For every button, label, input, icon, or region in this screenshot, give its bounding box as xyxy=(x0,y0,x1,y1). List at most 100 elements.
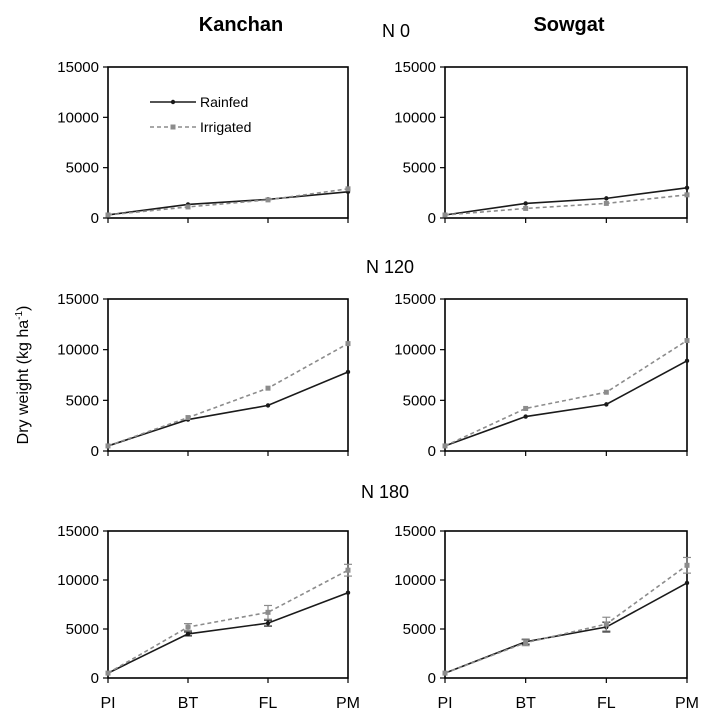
x-tick-label: FL xyxy=(259,695,278,712)
panel-5: 0 5000 10000 15000 PI BT FL PM xyxy=(394,523,699,712)
data-point-irrigated xyxy=(603,621,609,627)
plot-frame xyxy=(444,298,688,452)
panel-3: 0 5000 10000 15000 xyxy=(394,291,690,460)
y-axis-label: Dry weight (kg ha-1) xyxy=(14,306,32,445)
y-tick-label: 10000 xyxy=(57,342,99,359)
panel-2: 0 5000 10000 15000 xyxy=(57,291,351,460)
data-point-irrigated xyxy=(345,341,351,347)
y-tick-label: 15000 xyxy=(57,59,99,76)
x-tick-label: FL xyxy=(597,695,616,712)
series-irrigated-line xyxy=(444,194,688,216)
y-tick-label: 5000 xyxy=(403,160,436,177)
series-irrigated-line xyxy=(107,342,349,447)
data-point-rainfed xyxy=(523,201,528,206)
legend-rainfed-label: Rainfed xyxy=(200,94,248,110)
data-point-irrigated xyxy=(265,609,271,615)
data-point-irrigated xyxy=(345,186,351,192)
data-point-rainfed xyxy=(345,369,351,375)
x-tick-label: PM xyxy=(336,695,360,712)
plot-frame xyxy=(107,298,349,452)
data-point-irrigated xyxy=(684,338,690,344)
data-point-irrigated xyxy=(265,385,271,391)
data-point-irrigated xyxy=(105,443,111,449)
data-point-irrigated xyxy=(265,197,271,203)
data-point-irrigated xyxy=(105,212,111,218)
series-rainfed-line xyxy=(107,191,349,216)
plot-frame xyxy=(107,530,349,679)
row-title-n180: N 180 xyxy=(361,482,409,502)
series-irrigated-line xyxy=(107,188,349,216)
legend: Rainfed Irrigated xyxy=(150,94,251,135)
data-point-rainfed xyxy=(604,196,609,201)
data-point-irrigated xyxy=(442,443,448,449)
series-irrigated-line xyxy=(444,564,688,674)
data-point-irrigated xyxy=(523,640,529,646)
column-title-kanchan: Kanchan xyxy=(199,14,283,36)
y-tick-label: 10000 xyxy=(57,572,99,589)
data-point-irrigated xyxy=(185,204,191,210)
plot-frame xyxy=(107,66,349,219)
data-point-irrigated xyxy=(523,205,529,211)
y-tick-label: 5000 xyxy=(66,392,99,409)
data-point-irrigated xyxy=(684,562,690,568)
y-tick-label: 15000 xyxy=(394,291,436,308)
plot-frame xyxy=(444,66,688,219)
panel-4: 0 5000 10000 15000 PI BT FL PM xyxy=(57,523,360,712)
y-tick-label: 10000 xyxy=(394,109,436,126)
y-tick-label: 0 xyxy=(91,443,99,460)
y-tick-label: 15000 xyxy=(57,523,99,540)
legend-irrigated-label: Irrigated xyxy=(200,119,251,135)
data-point-rainfed xyxy=(345,590,351,595)
data-point-irrigated xyxy=(442,212,448,218)
y-tick-label: 10000 xyxy=(394,572,436,589)
panel-0: 0 5000 10000 15000 xyxy=(57,59,351,227)
y-tick-label: 0 xyxy=(428,670,436,687)
data-point-irrigated xyxy=(105,670,111,676)
y-tick-label: 0 xyxy=(91,670,99,687)
series-rainfed-line xyxy=(107,591,349,674)
legend-rainfed-marker xyxy=(170,99,176,105)
data-point-rainfed xyxy=(684,185,690,190)
data-point-irrigated xyxy=(603,200,609,206)
data-point-irrigated xyxy=(684,192,690,198)
y-tick-label: 10000 xyxy=(394,342,436,359)
y-tick-label: 5000 xyxy=(403,621,436,638)
y-tick-label: 5000 xyxy=(403,392,436,409)
data-point-rainfed xyxy=(684,580,690,586)
y-tick-label: 15000 xyxy=(394,59,436,76)
x-tick-label: BT xyxy=(178,695,199,712)
series-rainfed-line xyxy=(107,371,349,447)
series-rainfed-line xyxy=(444,187,688,216)
x-tick-label: PI xyxy=(100,695,115,712)
y-tick-label: 5000 xyxy=(66,160,99,177)
x-tick-label: PI xyxy=(437,695,452,712)
plot-frame xyxy=(444,530,688,679)
series-irrigated-line xyxy=(444,339,688,447)
data-point-irrigated xyxy=(523,405,529,411)
row-title-n0: N 0 xyxy=(382,21,410,41)
panel-1: 0 5000 10000 15000 xyxy=(394,59,690,227)
data-point-rainfed xyxy=(604,402,609,407)
x-tick-label: BT xyxy=(515,695,536,712)
data-point-irrigated xyxy=(185,415,191,421)
data-point-irrigated xyxy=(603,389,609,395)
row-title-n120: N 120 xyxy=(366,257,414,277)
data-point-rainfed xyxy=(684,358,690,364)
y-tick-label: 10000 xyxy=(57,109,99,126)
column-title-sowgat: Sowgat xyxy=(533,14,604,36)
data-point-irrigated xyxy=(345,567,351,573)
data-point-rainfed xyxy=(185,631,191,637)
y-tick-label: 0 xyxy=(91,210,99,227)
data-point-rainfed xyxy=(265,403,271,408)
x-tick-label: PM xyxy=(675,695,699,712)
data-point-rainfed xyxy=(523,414,528,419)
y-tick-label: 15000 xyxy=(57,291,99,308)
y-tick-label: 0 xyxy=(428,210,436,227)
data-point-irrigated xyxy=(442,670,448,676)
y-tick-label: 15000 xyxy=(394,523,436,540)
y-tick-label: 5000 xyxy=(66,621,99,638)
series-rainfed-line xyxy=(444,360,688,447)
data-point-rainfed xyxy=(265,620,271,626)
legend-irrigated-marker xyxy=(170,124,176,130)
